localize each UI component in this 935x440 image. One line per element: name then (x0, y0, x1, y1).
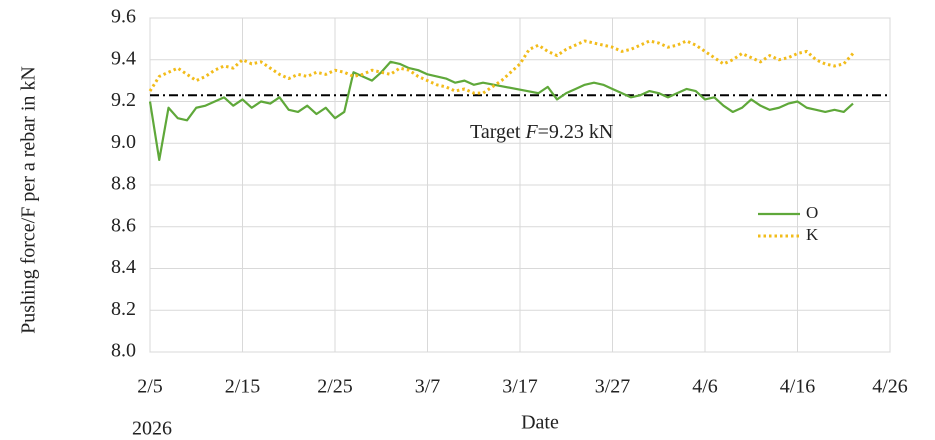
y-tick-label: 8.2 (111, 298, 136, 320)
target-label-part: F (524, 121, 538, 143)
x-tick-label: 2/15 (225, 376, 261, 398)
x-tick-label: 3/17 (502, 376, 538, 398)
y-tick-label: 9.6 (111, 6, 136, 28)
series-line (148, 39, 855, 95)
year-label: 2026 (132, 418, 172, 440)
target-label-part: =9.23 kN (538, 121, 614, 143)
target-label-part: Target (470, 121, 525, 143)
y-axis-label: Pushing force/F per a rebar in kN (18, 66, 40, 334)
x-axis-label: Date (521, 412, 559, 434)
y-tick-label: 8.8 (111, 173, 136, 195)
x-tick-label: 3/7 (415, 376, 441, 398)
y-tick-label: 9.4 (111, 47, 136, 69)
x-tick-label: 4/26 (872, 376, 908, 398)
x-tick-label: 3/27 (595, 376, 631, 398)
y-tick-label: 8.4 (111, 256, 136, 278)
series-line (148, 60, 854, 162)
x-tick-label: 4/6 (692, 376, 718, 398)
target-label: Target F=9.23 kN (470, 121, 613, 143)
x-tick-label: 2/5 (137, 376, 163, 398)
legend-label: O (806, 203, 818, 222)
x-tick-label: 2/25 (317, 376, 353, 398)
x-tick-label: 4/16 (780, 376, 816, 398)
y-tick-label: 8.0 (111, 340, 136, 362)
y-tick-label: 8.6 (111, 214, 136, 236)
y-tick-label: 9.2 (111, 89, 136, 111)
y-tick-label: 9.0 (111, 131, 136, 153)
legend-label: K (806, 225, 819, 244)
